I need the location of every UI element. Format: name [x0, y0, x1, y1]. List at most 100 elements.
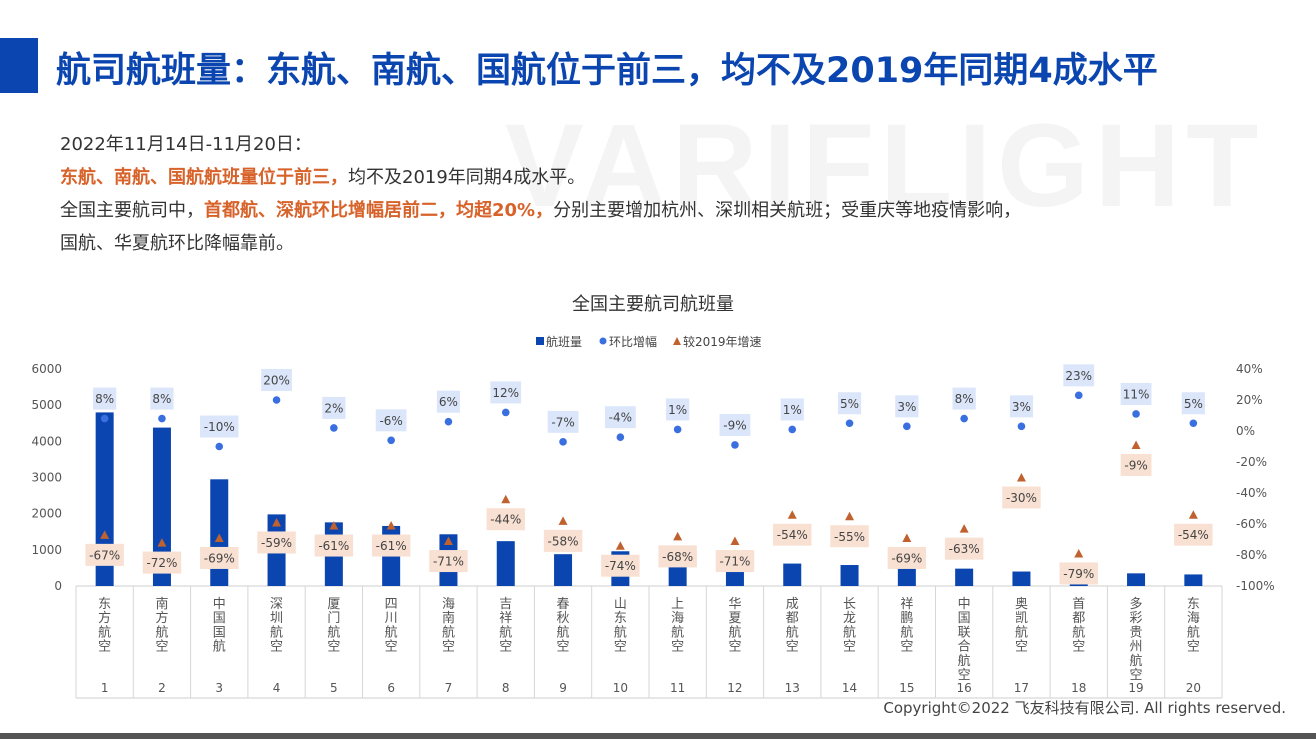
- y-right-tick-label: -80%: [1236, 548, 1267, 562]
- mom-data-label-box: [780, 398, 804, 421]
- category-label: 春秋航空: [557, 597, 570, 655]
- rank-label: 15: [899, 681, 914, 695]
- y-right-tick-label: 0%: [1236, 424, 1255, 438]
- vs2019-data-label-box: [1120, 453, 1152, 476]
- vs2019-data-label-box: [773, 523, 812, 546]
- legend-label: 航班量: [546, 334, 582, 349]
- vs2019-point-16: [959, 524, 969, 533]
- legend-bar-swatch: [536, 337, 544, 345]
- y-left-tick-label: 6000: [31, 362, 62, 376]
- mom-data-label: 1%: [783, 403, 802, 417]
- mom-point-8: [501, 408, 510, 417]
- mom-point-13: [788, 425, 797, 434]
- mom-data-label-box: [547, 410, 579, 433]
- mom-data-label-box: [952, 387, 976, 410]
- vs2019-data-label-box: [944, 537, 984, 560]
- y-left-tick-label: 5000: [31, 398, 62, 412]
- vs2019-data-label: -59%: [261, 536, 292, 550]
- y-left-tick-label: 0: [54, 579, 62, 593]
- vs2019-data-label: -44%: [490, 513, 521, 527]
- vs2019-data-label: -61%: [376, 539, 407, 553]
- legend-triangle-swatch: [673, 337, 681, 345]
- mom-data-label-box: [837, 392, 862, 415]
- vs2019-data-label-box: [830, 525, 869, 548]
- mom-data-label-box: [666, 398, 690, 421]
- bar-2: [152, 427, 171, 586]
- bar-17: [1012, 571, 1031, 586]
- category-label: 吉祥航空: [499, 597, 512, 655]
- mom-point-15: [903, 422, 911, 431]
- mom-point-7: [444, 417, 453, 426]
- y-left-tick-label: 2000: [31, 507, 62, 521]
- vs2019-data-label-box: [658, 545, 697, 568]
- vs2019-point-2: [157, 538, 167, 547]
- bar-13: [783, 563, 802, 586]
- vs2019-data-label-box: [1002, 486, 1041, 509]
- vs2019-data-label-box: [601, 554, 640, 577]
- rank-label: 8: [502, 681, 510, 695]
- vs2019-data-label: -71%: [433, 555, 464, 569]
- vs2019-data-label: -67%: [89, 548, 120, 562]
- mom-point-9: [559, 438, 567, 446]
- title-accent-bar: [0, 38, 38, 93]
- vs2019-data-label: -54%: [1178, 528, 1209, 542]
- category-label: 东海航空: [1187, 597, 1200, 655]
- vs2019-point-20: [1188, 510, 1198, 519]
- mom-data-label-box: [1181, 392, 1205, 415]
- vs2019-point-1: [100, 530, 110, 539]
- vs2019-data-label-box: [715, 550, 755, 573]
- mom-data-label: 5%: [1184, 397, 1203, 411]
- summary-highlight-2: 首都航、深航环比增幅居前二，均超20%，: [204, 200, 554, 221]
- mom-data-label: 6%: [439, 395, 458, 409]
- mom-point-1: [100, 414, 109, 423]
- category-label: 成都航空: [786, 597, 799, 655]
- rank-label: 5: [330, 681, 338, 695]
- legend-dot-swatch: [599, 337, 607, 345]
- vs2019-point-9: [558, 516, 568, 525]
- vs2019-point-5: [329, 521, 339, 530]
- vs2019-data-label-box: [887, 546, 927, 569]
- vs2019-point-7: [443, 536, 453, 546]
- rank-label: 19: [1128, 681, 1143, 695]
- vs2019-data-label: -61%: [318, 539, 349, 553]
- mom-point-4: [272, 396, 281, 404]
- y-right-tick-label: -100%: [1236, 579, 1275, 593]
- mom-point-16: [960, 414, 968, 423]
- mom-data-label: 2%: [324, 401, 343, 415]
- watermark: VARIFLIGHT: [505, 100, 1265, 232]
- vs2019-data-label-box: [257, 531, 296, 554]
- vs2019-data-label-box: [200, 546, 239, 569]
- vs2019-data-label-box: [543, 529, 583, 552]
- rank-label: 3: [215, 681, 223, 695]
- mom-point-3: [215, 442, 224, 451]
- vs2019-point-10: [615, 541, 625, 550]
- legend-label: 较2019年增速: [683, 334, 762, 349]
- y-left-tick-label: 3000: [31, 471, 62, 485]
- vs2019-data-label: -69%: [204, 551, 235, 565]
- mom-point-20: [1189, 419, 1198, 428]
- vs2019-data-label: -79%: [1063, 567, 1094, 581]
- category-label: 山东航空: [614, 597, 627, 655]
- category-label: 四川航空: [385, 597, 398, 655]
- mom-data-label-box: [490, 381, 522, 404]
- vs2019-point-18: [1074, 548, 1084, 558]
- mom-point-5: [330, 424, 338, 432]
- mom-data-label-box: [1009, 395, 1034, 418]
- category-label: 首都航空: [1072, 597, 1085, 655]
- category-label: 中国联合航空: [958, 597, 971, 683]
- mom-data-label-box: [93, 387, 117, 410]
- mom-data-label-box: [150, 387, 174, 410]
- summary-date-line: 2022年11月14日-11月20日：: [60, 134, 312, 155]
- rank-label: 4: [273, 681, 281, 695]
- vs2019-point-6: [386, 521, 396, 530]
- bar-15: [897, 565, 916, 586]
- vs2019-point-19: [1131, 440, 1141, 449]
- summary-line-3-rest: 分别主要增加杭州、深圳相关航班；受重庆等地疫情影响，: [553, 200, 1022, 221]
- mom-data-label-box: [375, 409, 407, 432]
- summary-text: 2022年11月14日-11月20日： 东航、南航、国航航班量位于前三，均不及2…: [60, 128, 1280, 260]
- summary-line-2: 东航、南航、国航航班量位于前三，均不及2019年同期4成水平。: [60, 161, 1280, 194]
- rank-label: 6: [387, 681, 395, 695]
- mom-point-6: [387, 436, 395, 445]
- mom-data-label: 11%: [1123, 387, 1150, 401]
- rank-label: 20: [1186, 681, 1201, 695]
